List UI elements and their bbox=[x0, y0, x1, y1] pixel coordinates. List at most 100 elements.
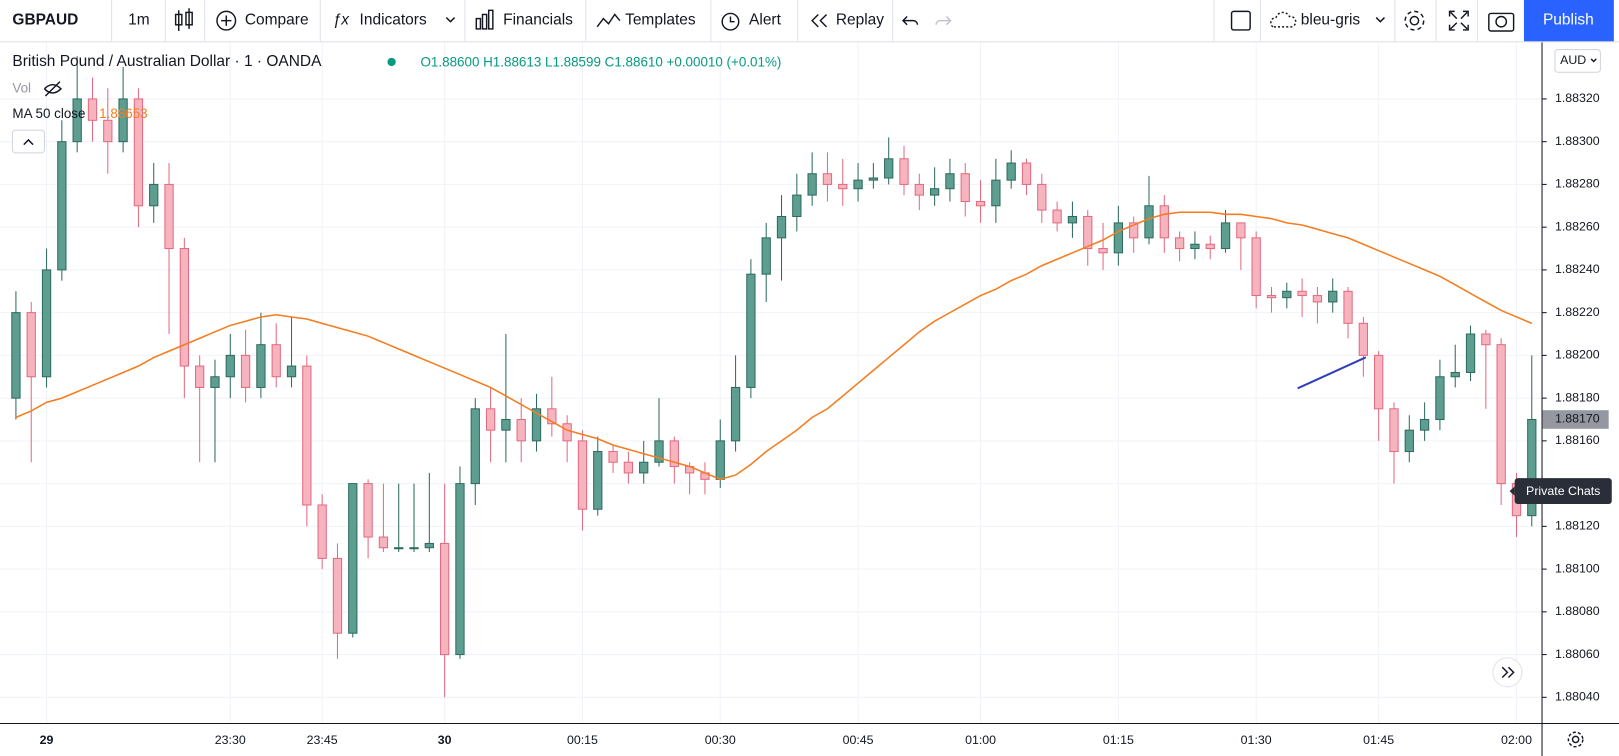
compare-icon[interactable] bbox=[216, 10, 237, 31]
candle-body bbox=[1113, 222, 1124, 254]
candle-body bbox=[1083, 215, 1093, 250]
y-tick-label: 1.88180 bbox=[1555, 390, 1600, 404]
collapse-button[interactable] bbox=[11, 129, 45, 154]
candle-body bbox=[960, 173, 970, 203]
candle-body bbox=[899, 158, 909, 185]
publish-button[interactable] bbox=[1523, 0, 1614, 42]
candle-body bbox=[639, 461, 649, 474]
interval[interactable]: 1m bbox=[128, 12, 150, 29]
candle-body bbox=[1328, 290, 1338, 303]
candle-body bbox=[945, 173, 955, 190]
publish[interactable]: Publish bbox=[1543, 12, 1594, 29]
candle-body bbox=[1266, 295, 1277, 299]
candle-body bbox=[1190, 243, 1200, 250]
candle-body bbox=[531, 408, 542, 442]
candle-body bbox=[1374, 354, 1384, 410]
replay[interactable]: Replay bbox=[836, 12, 884, 29]
candle-body bbox=[562, 423, 572, 442]
compare[interactable]: Compare bbox=[245, 12, 309, 29]
y-tick-label: 1.88300 bbox=[1555, 134, 1600, 148]
undo[interactable] bbox=[901, 16, 919, 26]
financials-icon[interactable] bbox=[475, 9, 494, 30]
y-tick-label: 1.88080 bbox=[1555, 604, 1600, 618]
candle-body bbox=[593, 451, 603, 510]
candle-body bbox=[577, 440, 588, 510]
candle-body bbox=[761, 237, 771, 275]
candle-body bbox=[868, 177, 879, 181]
candle-body bbox=[975, 201, 986, 207]
candle-body bbox=[792, 194, 802, 217]
layout-name[interactable]: bleu-gris bbox=[1301, 12, 1361, 29]
candle-body bbox=[1282, 290, 1292, 299]
trend-line[interactable] bbox=[1297, 356, 1367, 390]
x-tick-label: 01:30 bbox=[1241, 733, 1272, 747]
indicators[interactable]: Indicators bbox=[360, 12, 427, 29]
candle-body bbox=[1465, 333, 1476, 373]
alert[interactable]: Alert bbox=[749, 12, 782, 29]
alert-icon[interactable] bbox=[721, 12, 740, 31]
candle-body bbox=[1389, 408, 1399, 453]
y-tick-label: 1.88280 bbox=[1555, 177, 1600, 191]
candle-body bbox=[715, 440, 725, 480]
candle-body bbox=[608, 451, 618, 463]
redo[interactable] bbox=[935, 16, 952, 26]
last-price-box bbox=[1542, 410, 1609, 429]
collapse-arrow[interactable] bbox=[23, 138, 34, 146]
y-tick-label: 1.88320 bbox=[1555, 91, 1600, 105]
candle-body bbox=[1037, 183, 1047, 211]
candle-body bbox=[929, 188, 940, 196]
candle-body bbox=[424, 542, 434, 549]
settings-icon[interactable] bbox=[1404, 10, 1425, 31]
y-tick-label: 1.88060 bbox=[1555, 647, 1600, 661]
candle-body bbox=[57, 141, 67, 271]
candle-body bbox=[41, 269, 52, 378]
y-tick-label: 1.88260 bbox=[1555, 219, 1600, 233]
candle-body bbox=[363, 483, 373, 538]
candle-body bbox=[286, 365, 297, 378]
candle-body bbox=[240, 354, 251, 388]
tooltip-text: Private Chats bbox=[1526, 484, 1600, 498]
candle-body bbox=[1496, 344, 1506, 485]
currency-button[interactable] bbox=[1554, 49, 1601, 73]
grid: 1.88040 1.88060 1.88080 1.88100 1.88120 1.881… bbox=[0, 42, 1600, 747]
hidden-eye-icon[interactable] bbox=[43, 81, 62, 97]
replay-icon[interactable] bbox=[811, 13, 828, 28]
templates-icon[interactable] bbox=[596, 13, 621, 28]
symbol[interactable]: GBPAUD bbox=[12, 12, 78, 29]
candle-icon[interactable] bbox=[174, 8, 193, 31]
financials[interactable]: Financials bbox=[503, 12, 573, 29]
candle-body bbox=[455, 483, 465, 656]
candle-body bbox=[1358, 322, 1369, 356]
candle-body bbox=[1236, 222, 1246, 239]
candle-body bbox=[516, 418, 526, 442]
candle-body bbox=[72, 98, 82, 143]
candle-body bbox=[623, 461, 634, 474]
candle-body bbox=[1174, 237, 1185, 250]
x-tick-label: 01:45 bbox=[1363, 733, 1394, 747]
candle-body bbox=[884, 158, 894, 179]
candle-body bbox=[378, 536, 389, 549]
candle-body bbox=[302, 365, 312, 506]
candle-body bbox=[1297, 290, 1307, 297]
axis-settings[interactable] bbox=[1567, 731, 1584, 748]
templates[interactable]: Templates bbox=[625, 12, 696, 29]
camera-icon[interactable] bbox=[1488, 12, 1515, 32]
dropdown-arrow[interactable] bbox=[1375, 17, 1385, 23]
candle-body bbox=[547, 408, 557, 425]
candle-body bbox=[1251, 237, 1261, 297]
expand-icon[interactable] bbox=[1448, 10, 1469, 31]
scroll-icon[interactable] bbox=[1501, 666, 1515, 679]
dropdown-arrow[interactable] bbox=[1590, 58, 1597, 63]
ohlc-legend: O1.88600 H1.88613 L1.88599 C1.88610 +0.0… bbox=[421, 55, 782, 70]
x-tick-label: 00:15 bbox=[567, 733, 598, 747]
candle-body bbox=[822, 173, 833, 185]
fullscreen-box[interactable] bbox=[1230, 10, 1251, 31]
candle-body bbox=[991, 179, 1001, 207]
candle-body bbox=[669, 440, 679, 468]
dropdown-arrow[interactable] bbox=[445, 17, 456, 23]
candle-body bbox=[1052, 209, 1062, 224]
candle-body bbox=[853, 179, 863, 190]
indicators-icon[interactable]: ƒx bbox=[333, 12, 351, 29]
currency[interactable]: AUD bbox=[1560, 53, 1586, 67]
